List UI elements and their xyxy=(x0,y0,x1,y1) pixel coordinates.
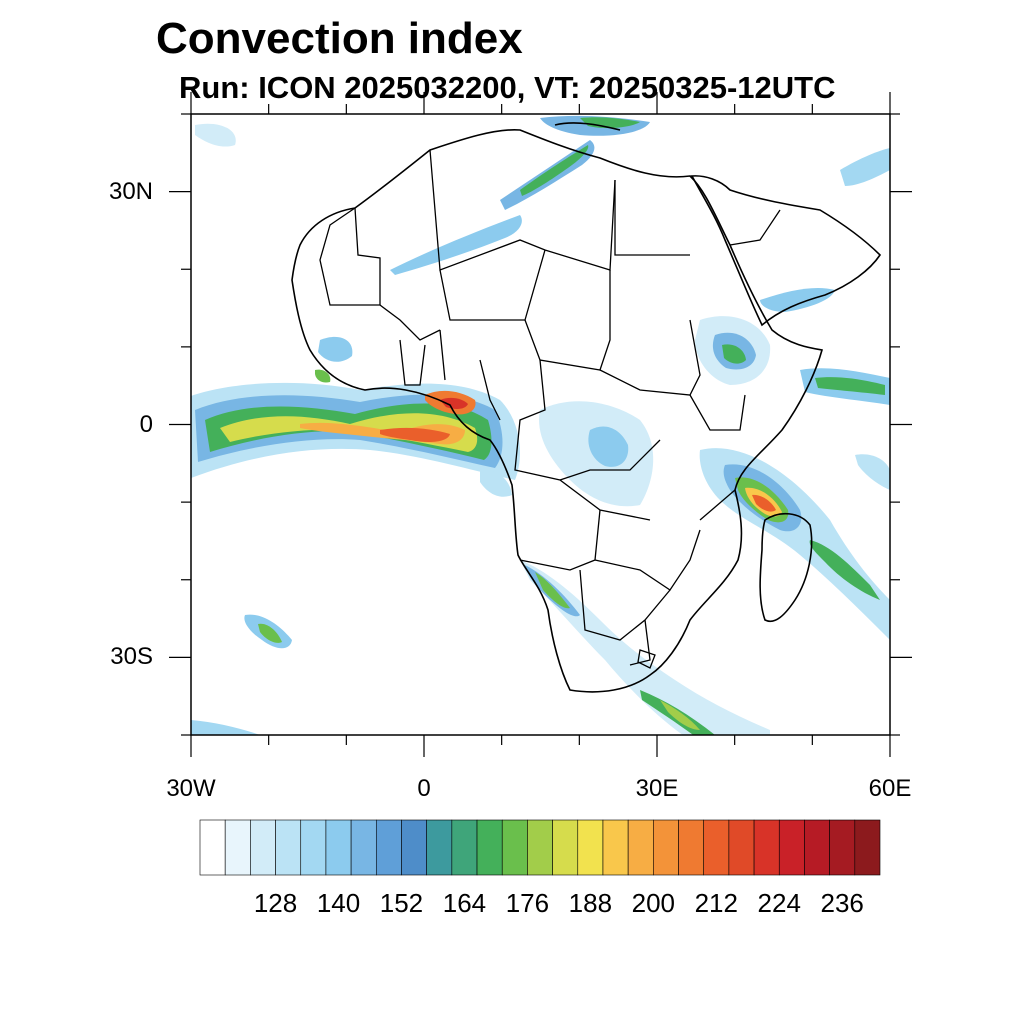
colorbar-swatch xyxy=(501,819,528,876)
colorbar-label: 140 xyxy=(316,888,361,918)
axis-ticks xyxy=(169,92,912,757)
colorbar-swatch xyxy=(653,819,679,876)
colorbar-swatch xyxy=(250,819,276,876)
colorbar-label: 176 xyxy=(505,888,550,918)
colorbar-swatch xyxy=(325,819,352,876)
colorbar-label: 236 xyxy=(820,888,864,918)
lat-tick-label: 0 xyxy=(139,410,153,438)
colorbar-swatch xyxy=(426,819,453,876)
colorbar-swatch xyxy=(224,819,251,876)
colorbar-swatch xyxy=(804,819,830,876)
colorbar-swatch xyxy=(476,819,503,876)
colorbar-swatch xyxy=(375,819,402,876)
colorbar-swatch xyxy=(678,819,705,876)
colorbar-swatch xyxy=(627,819,654,876)
lat-tick-label: 30N xyxy=(108,177,153,205)
colorbar-label: 212 xyxy=(694,888,738,918)
convection-central-africa xyxy=(480,401,654,507)
colorbar-swatch xyxy=(778,819,805,876)
colorbar-swatch xyxy=(275,819,302,876)
colorbar-swatch xyxy=(602,819,629,876)
colorbar-label: 188 xyxy=(568,888,613,918)
lon-tick-label: 30E xyxy=(635,775,679,802)
convection-southern-africa xyxy=(191,560,770,735)
colorbar-label: 224 xyxy=(757,888,801,918)
colorbar-label: 128 xyxy=(253,888,298,918)
colorbar-swatch xyxy=(401,819,427,876)
colorbar-swatch xyxy=(552,819,579,876)
lon-tick-label: 60E xyxy=(868,775,912,802)
colorbar-swatch xyxy=(854,819,881,876)
colorbar-swatch xyxy=(350,819,377,876)
colorbar xyxy=(199,819,881,876)
colorbar-swatch xyxy=(199,819,226,876)
colorbar-swatch xyxy=(451,819,478,876)
chart-title: Convection index xyxy=(156,14,523,63)
lon-tick-label: 0 xyxy=(417,775,431,802)
convection-east-africa xyxy=(699,368,890,640)
colorbar-swatch xyxy=(829,819,856,876)
colorbar-label: 164 xyxy=(442,888,487,918)
colorbar-swatch xyxy=(703,819,730,876)
colorbar-swatch xyxy=(728,819,755,876)
colorbar-swatch xyxy=(300,819,327,876)
convection-band-equatorial-atlantic xyxy=(191,382,520,480)
country-borders xyxy=(319,149,781,669)
colorbar-label: 200 xyxy=(631,888,676,918)
convection-ethiopia xyxy=(695,316,771,385)
lon-tick-label: 30W xyxy=(166,775,216,802)
convection-field xyxy=(191,115,890,735)
colorbar-swatch xyxy=(753,819,780,876)
coastlines xyxy=(291,122,882,693)
chart-subtitle: Run: ICON 2025032200, VT: 20250325-12UTC xyxy=(179,70,836,105)
colorbar-swatch xyxy=(577,819,604,876)
lat-tick-label: 30S xyxy=(110,643,153,671)
colorbar-swatch xyxy=(527,819,553,876)
convection-north-streaks xyxy=(195,115,890,383)
colorbar-label: 152 xyxy=(379,888,424,918)
